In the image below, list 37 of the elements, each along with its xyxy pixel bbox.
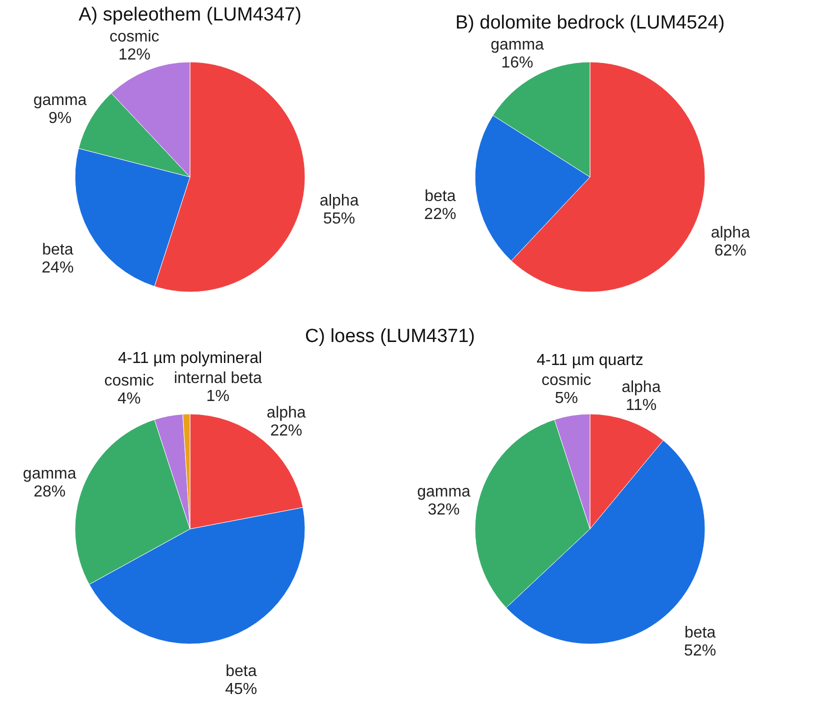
slice-label: cosmic [110,28,160,46]
slice-label: beta [684,624,716,642]
data-label: 22% [424,206,456,223]
chart-title: B) dolomite bedrock (LUM4524) [455,12,725,34]
slice-label: gamma [490,36,544,54]
chart-title: 4-11 µm quartz [536,352,644,369]
slice-label: beta [424,188,456,205]
slice-label: alpha [622,378,661,396]
chart-title: A) speleothem (LUM4347) [78,4,302,26]
data-label: 16% [501,54,534,72]
data-label: 22% [270,422,302,440]
slice-label: beta [42,242,74,259]
slice-label: gamma [417,483,471,500]
data-label: 55% [323,210,356,228]
data-label: 5% [554,390,578,407]
data-label: 45% [225,681,258,698]
data-label: 32% [428,501,460,518]
slice-label: gamma [33,92,87,110]
slice-label: cosmic [541,372,592,389]
data-label: 28% [34,483,66,500]
data-label: 12% [118,46,150,64]
chart-subtitle: 4-11 µm polymineral [118,350,262,368]
slice-label: beta [226,663,257,680]
slice-label: internal beta [174,370,262,388]
data-label: 11% [626,396,657,414]
slice-label: cosmic [104,372,154,390]
data-label: 9% [48,110,72,128]
slice-label: gamma [22,465,76,482]
data-label: 4% [118,390,141,408]
slice-label: alpha [320,192,359,210]
data-label: 24% [42,260,74,277]
data-label: 1% [206,388,230,406]
data-label: 62% [714,242,746,260]
text: C) loess (LUM4371) [305,326,475,348]
slice-label: alpha [266,404,306,422]
slice-label: alpha [710,224,750,242]
data-label: 52% [684,642,716,660]
